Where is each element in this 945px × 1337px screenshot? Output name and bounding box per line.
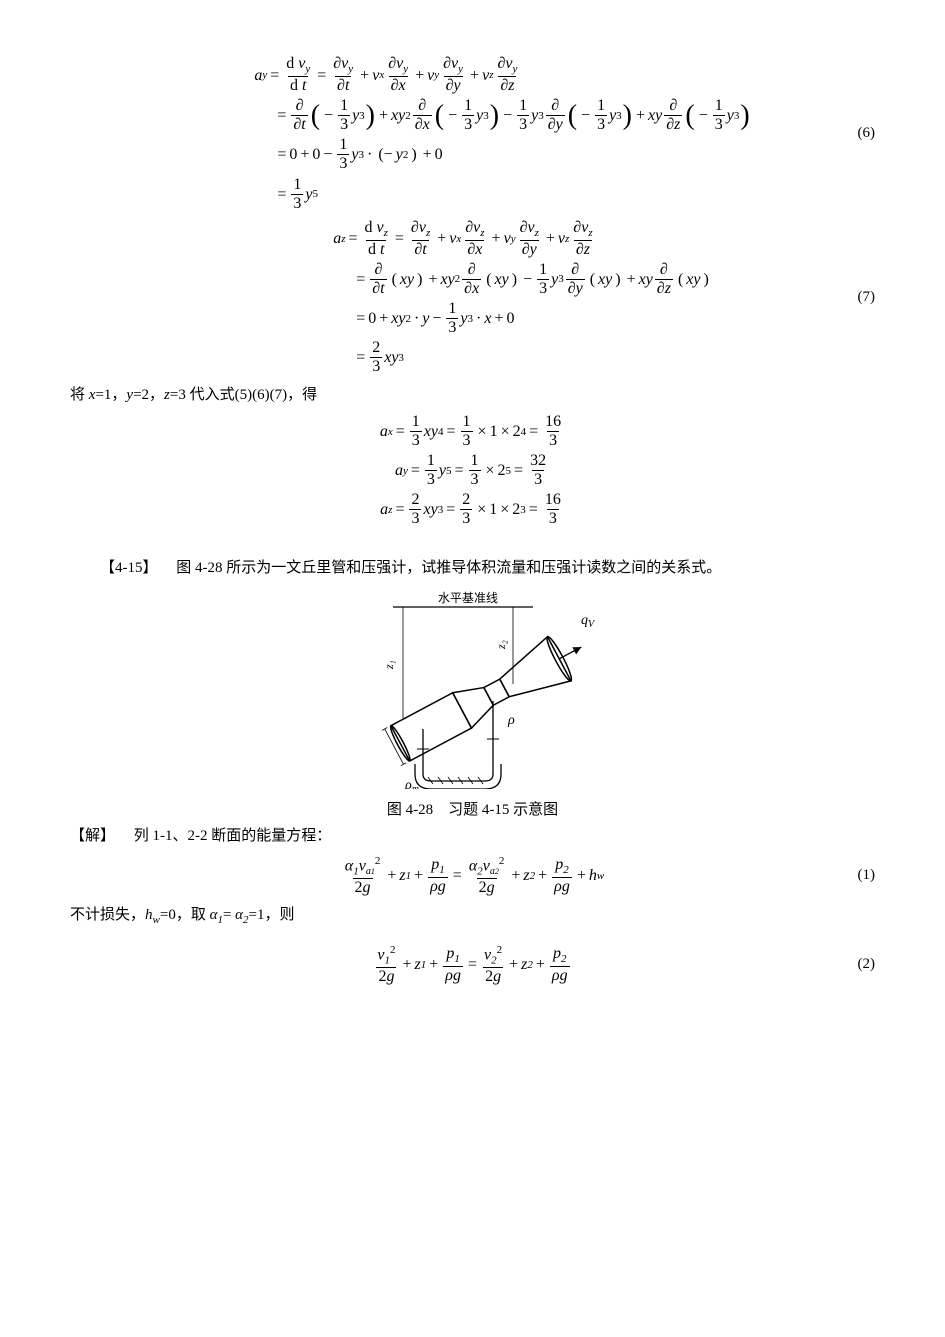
problem-label: 【4-15】 <box>100 560 158 576</box>
equation-7: az= d vzd t = ∂vz∂t +vx ∂vz∂x +vy ∂vz∂y … <box>70 218 875 378</box>
fig-label-rho: ρ <box>507 713 515 728</box>
eq6-line2: = ∂∂t (−13 y3) +xy2 ∂∂x (−13 y3) −13 y3 … <box>254 98 750 133</box>
equation-2: v12 2g +z1+ p1ρg = v22 2g +z2+ p2ρg (2) <box>70 943 875 988</box>
solution-heading: 【解】 列 1-1、2-2 断面的能量方程： <box>70 825 875 848</box>
equation-6: ay= d vyd t = ∂vy∂t +vx ∂vy∂x +vy ∂vy∂y … <box>70 54 875 214</box>
svg-text:z₁: z₁ <box>382 660 396 670</box>
eq1-number: (1) <box>858 867 876 884</box>
fig-label-datum: 水平基准线 <box>438 591 498 605</box>
solution-label: 【解】 <box>70 828 115 844</box>
solution-text: 列 1-1、2-2 断面的能量方程： <box>134 828 332 844</box>
eq7-line3: =0+xy2·y −13 y3·x+0 <box>333 301 514 336</box>
eq7-line2: = ∂∂t (xy) +xy2 ∂∂x (xy) −13 y3 ∂∂y (xy)… <box>333 262 712 297</box>
substitution-results: ax= 13 xy4 = 13×1×24 = 163 ay= 13 y5 = 1… <box>70 412 875 530</box>
eq6-number: (6) <box>858 125 876 142</box>
result-ay: ay= 13 y5 = 13×25 = 323 <box>395 453 550 488</box>
eq7-line4: =23 xy3 <box>333 340 404 375</box>
fig-label-rhom: ρm <box>404 778 419 789</box>
svg-text:z₂: z₂ <box>494 640 508 650</box>
problem-4-15: 【4-15】 图 4-28 所示为一文丘里管和压强计，试推导体积流量和压强计读数… <box>70 557 875 580</box>
figure-4-28: 水平基准线 qV <box>70 589 875 794</box>
problem-text: 图 4-28 所示为一文丘里管和压强计，试推导体积流量和压强计读数之间的关系式。 <box>176 560 721 576</box>
fig-label-qv: qV <box>581 613 596 630</box>
eq6-line4: =13 y5 <box>254 177 318 212</box>
result-az: az= 23 xy3 = 23×1×23 = 163 <box>380 492 565 527</box>
substitution-text: 将 x=1，y=2，z=3 代入式(5)(6)(7)，得 <box>70 384 875 407</box>
eq6-line3: =0+0− 13 y3· (− y2)+0 <box>254 137 442 172</box>
result-ax: ax= 13 xy4 = 13×1×24 = 163 <box>380 414 565 449</box>
figure-caption: 图 4-28 习题 4-15 示意图 <box>70 798 875 819</box>
eq6-line1: ay= d vyd t = ∂vy∂t +vx ∂vy∂x +vy ∂vy∂y … <box>254 56 521 94</box>
equation-1: α1va12 2g +z1+ p1ρg = α2va22 2g +z2+ p2ρ… <box>70 854 875 899</box>
eq7-line1: az= d vzd t = ∂vz∂t +vx ∂vz∂x +vy ∂vz∂y … <box>333 220 596 258</box>
assumption-text: 不计损失，hw=0，取 α1= α2=1，则 <box>70 904 875 929</box>
eq7-number: (7) <box>858 289 876 306</box>
eq2-number: (2) <box>858 956 876 973</box>
